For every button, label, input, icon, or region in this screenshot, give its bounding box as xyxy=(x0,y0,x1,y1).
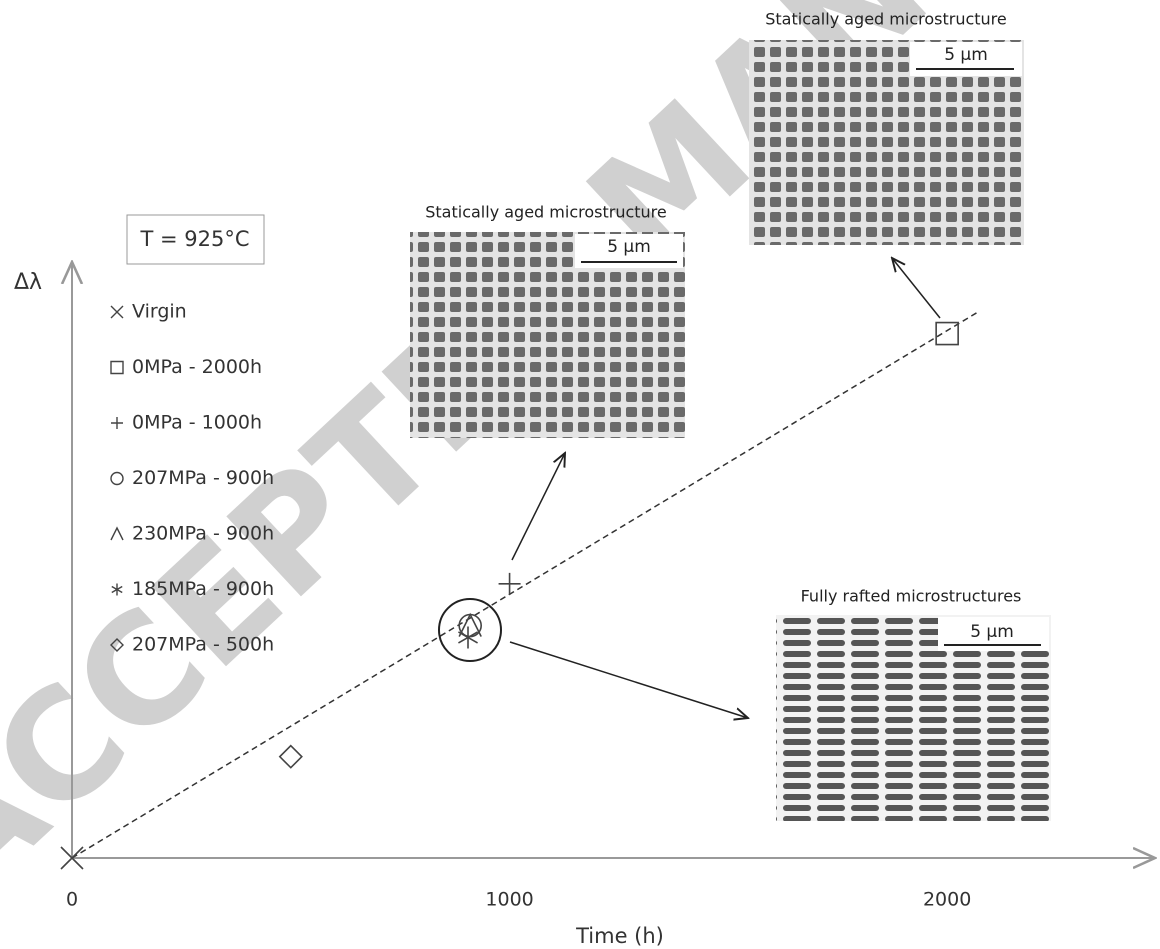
data-point xyxy=(280,746,302,768)
legend-label: 185MPa - 900h xyxy=(132,578,274,600)
legend-label: 207MPa - 900h xyxy=(132,467,274,489)
inset-3: Fully rafted microstructures 5 μm xyxy=(776,587,1051,822)
inset-title: Statically aged microstructure xyxy=(425,203,667,222)
legend-label: 230MPa - 900h xyxy=(132,523,274,545)
x-tick-label: 0 xyxy=(66,889,78,911)
inset-title: Fully rafted microstructures xyxy=(801,587,1022,606)
data-point xyxy=(458,626,477,648)
legend-marker xyxy=(111,417,123,429)
legend-label: 0MPa - 1000h xyxy=(132,412,262,434)
scale-label: 5 μm xyxy=(607,237,651,257)
x-axis-label: Time (h) xyxy=(575,924,664,948)
x-tick-label: 1000 xyxy=(485,889,533,911)
scale-label: 5 μm xyxy=(970,622,1014,642)
highlight-circle xyxy=(439,599,501,661)
data-point xyxy=(499,573,521,595)
legend-label: Virgin xyxy=(132,301,187,323)
annotation: T = 925°C xyxy=(139,227,249,251)
legend-label: 207MPa - 500h xyxy=(132,634,274,656)
legend-marker xyxy=(111,528,123,540)
page: {"chart_data": { "type": "scatter", "wat… xyxy=(0,0,1160,949)
legend-marker xyxy=(111,362,123,374)
inset-title: Statically aged microstructure xyxy=(765,10,1007,29)
legend-marker xyxy=(111,306,123,318)
legend-label: 0MPa - 2000h xyxy=(132,356,262,378)
scale-label: 5 μm xyxy=(944,45,988,65)
inset-1: Statically aged microstructure 5 μm xyxy=(410,203,685,439)
legend-marker xyxy=(111,473,123,485)
arrow xyxy=(892,258,940,318)
y-axis-label: Δλ xyxy=(14,270,42,295)
arrow xyxy=(510,642,748,718)
chart: ACCEPTED MANUSCRIPT Δλ Time (h) T = 925°… xyxy=(0,0,1160,949)
x-tick-label: 2000 xyxy=(923,889,971,911)
inset-2: Statically aged microstructure 5 μm xyxy=(749,10,1024,246)
arrow xyxy=(512,453,565,560)
